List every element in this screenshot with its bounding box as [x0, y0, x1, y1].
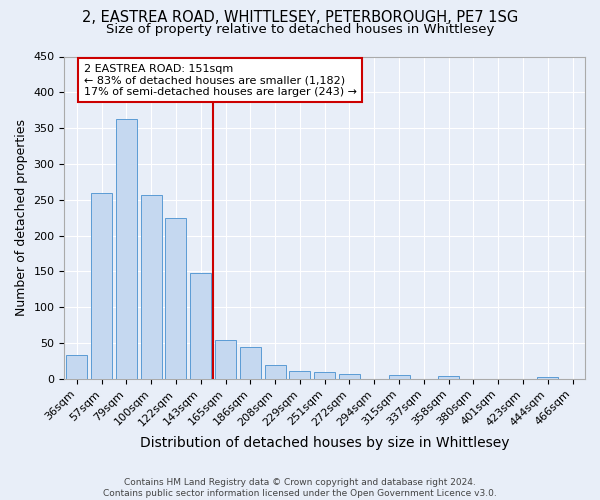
- Bar: [116, 119, 137, 379]
- Bar: [289, 371, 310, 379]
- Bar: [215, 340, 236, 379]
- Bar: [166, 218, 187, 379]
- Bar: [265, 366, 286, 379]
- Bar: [66, 356, 88, 379]
- Bar: [339, 374, 360, 379]
- Bar: [91, 192, 112, 379]
- Text: 2, EASTREA ROAD, WHITTLESEY, PETERBOROUGH, PE7 1SG: 2, EASTREA ROAD, WHITTLESEY, PETERBOROUG…: [82, 10, 518, 25]
- X-axis label: Distribution of detached houses by size in Whittlesey: Distribution of detached houses by size …: [140, 436, 509, 450]
- Text: Size of property relative to detached houses in Whittlesey: Size of property relative to detached ho…: [106, 22, 494, 36]
- Bar: [240, 348, 261, 379]
- Bar: [140, 195, 162, 379]
- Y-axis label: Number of detached properties: Number of detached properties: [15, 119, 28, 316]
- Bar: [438, 376, 459, 379]
- Text: Contains HM Land Registry data © Crown copyright and database right 2024.
Contai: Contains HM Land Registry data © Crown c…: [103, 478, 497, 498]
- Bar: [314, 372, 335, 379]
- Bar: [190, 273, 211, 379]
- Bar: [389, 374, 410, 379]
- Text: 2 EASTREA ROAD: 151sqm
← 83% of detached houses are smaller (1,182)
17% of semi-: 2 EASTREA ROAD: 151sqm ← 83% of detached…: [84, 64, 357, 97]
- Bar: [537, 377, 559, 379]
